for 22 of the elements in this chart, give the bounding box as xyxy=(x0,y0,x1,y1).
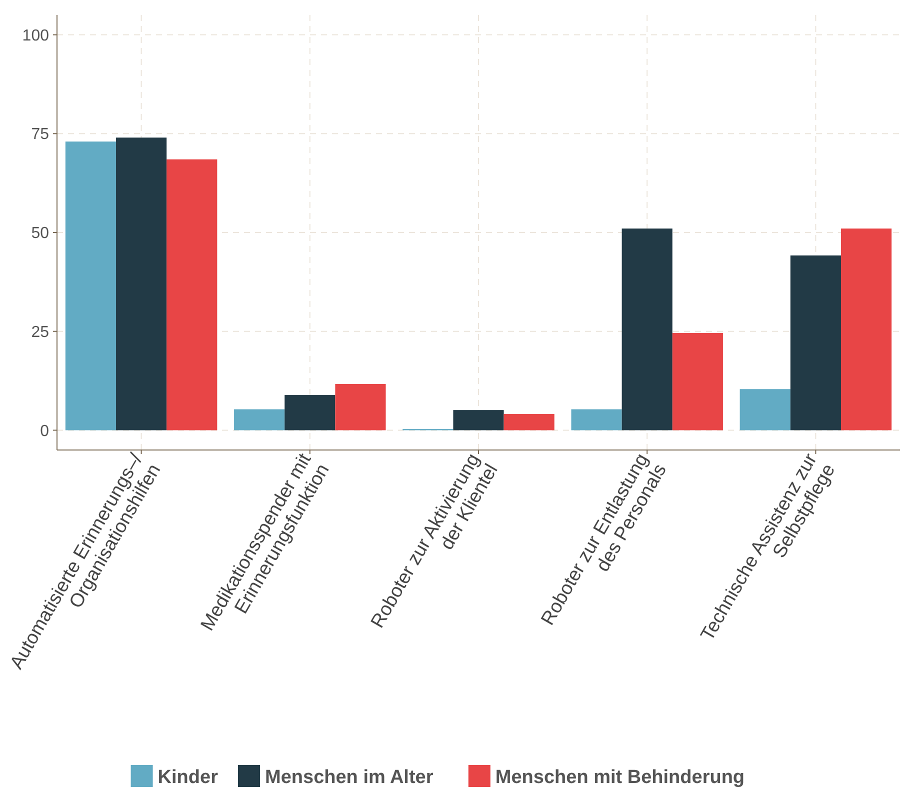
y-tick-label: 0 xyxy=(40,422,50,440)
bar xyxy=(622,228,672,430)
bar xyxy=(453,410,504,430)
bar xyxy=(840,228,892,430)
bar xyxy=(166,159,218,430)
legend-label: Menschen mit Behinderung xyxy=(495,767,745,788)
bar xyxy=(116,138,167,430)
legend-label: Kinder xyxy=(158,767,219,788)
bar xyxy=(790,255,841,430)
bar xyxy=(740,389,790,430)
bar xyxy=(284,395,336,430)
bar xyxy=(504,414,554,430)
bar xyxy=(571,409,622,430)
bar xyxy=(65,142,116,430)
bar xyxy=(234,409,285,430)
y-tick-label: 50 xyxy=(31,225,50,242)
bar xyxy=(335,384,386,430)
y-tick-label: 100 xyxy=(22,27,50,44)
y-tick-label: 25 xyxy=(31,324,50,341)
bar xyxy=(672,332,723,430)
y-tick-label: 75 xyxy=(31,126,50,144)
legend-label: Menschen im Alter xyxy=(265,767,434,788)
